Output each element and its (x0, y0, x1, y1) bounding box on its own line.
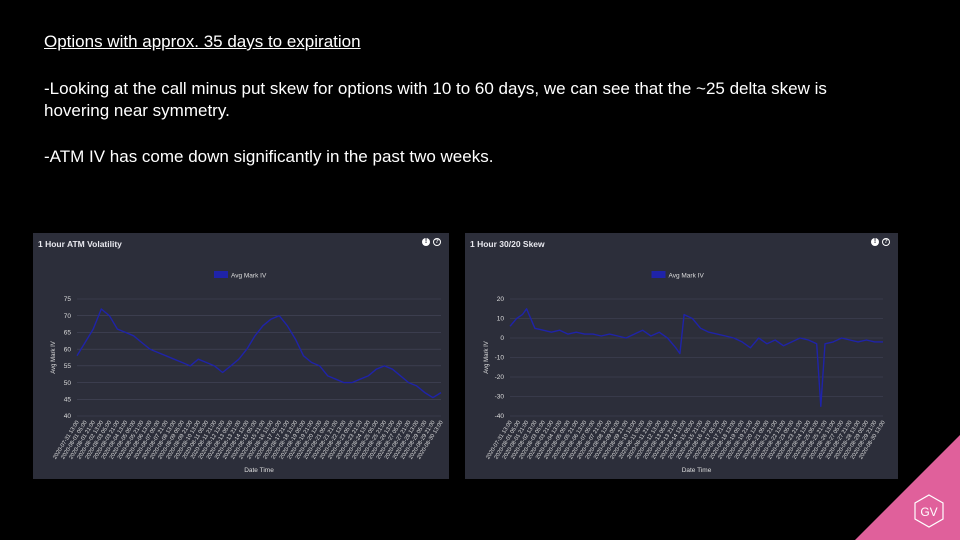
bullet-skew: -Looking at the call minus put skew for … (44, 79, 827, 120)
y-tick-label: 10 (497, 316, 505, 323)
legend-swatch (214, 271, 228, 278)
panel-title: 1 Hour 30/20 Skew (470, 239, 545, 249)
y-tick-label: 0 (500, 335, 504, 342)
series-line (509, 308, 883, 408)
skew-panel: 1 Hour 30/20 Skew ! ? Avg Mark IV -40 -30 -… (465, 233, 898, 479)
atm-volatility-panel: 1 Hour ATM Volatility ! ? Avg Mark IV 40 4… (33, 233, 449, 479)
y-tick-label: 45 (64, 396, 72, 403)
y-tick-label: -10 (495, 355, 505, 362)
y-tick-label: 60 (64, 346, 72, 353)
y-tick-label: -40 (495, 413, 505, 420)
bullet-atm-iv: -ATM IV has come down significantly in t… (44, 147, 494, 166)
y-axis-label: Avg Mark IV (484, 341, 490, 374)
x-axis-label: Date Time (682, 467, 712, 474)
y-tick-label: 65 (64, 330, 72, 337)
y-axis-label: Avg Mark IV (51, 341, 57, 374)
info-icon[interactable]: ! (871, 238, 879, 246)
x-axis-label: Date Time (244, 467, 274, 474)
y-tick-label: 55 (64, 363, 72, 370)
help-icon[interactable]: ? (882, 238, 890, 246)
slide-title: Options with approx. 35 days to expirati… (44, 32, 361, 51)
series-line (76, 308, 442, 399)
help-icon[interactable]: ? (433, 238, 441, 246)
legend-label: Avg Mark IV (669, 273, 705, 280)
brand-corner (855, 435, 960, 540)
y-tick-label: -30 (495, 394, 505, 401)
y-tick-label: 75 (64, 296, 72, 303)
y-tick-label: 50 (64, 380, 72, 387)
legend-swatch (651, 271, 666, 278)
y-tick-label: 40 (64, 413, 72, 420)
panel-title: 1 Hour ATM Volatility (38, 239, 122, 249)
gv-logo-icon: GV (914, 494, 944, 528)
legend-label: Avg Mark IV (231, 273, 267, 280)
y-tick-label: 70 (64, 313, 72, 320)
y-tick-label: 20 (497, 296, 505, 303)
info-icon[interactable]: ! (422, 238, 430, 246)
logo-text: GV (920, 505, 937, 519)
y-tick-label: -20 (495, 374, 505, 381)
